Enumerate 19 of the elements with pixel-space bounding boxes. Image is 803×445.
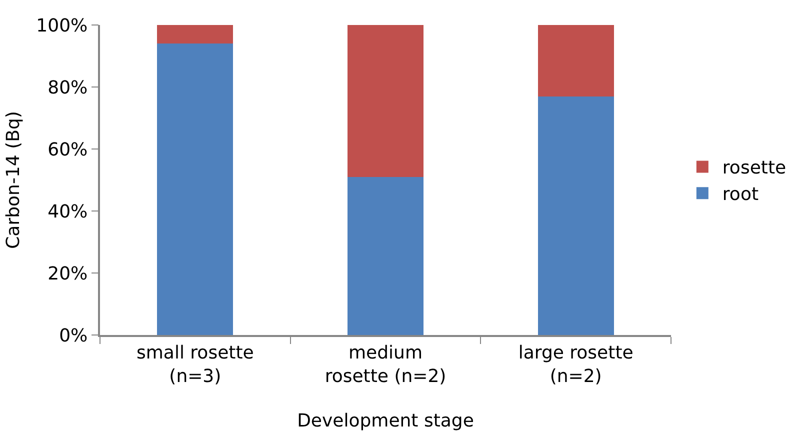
bar — [347, 25, 424, 177]
x-tick-label: medium rosette (n=2) — [324, 342, 446, 387]
bar — [538, 25, 614, 96]
y-tick-label: 100% — [36, 15, 88, 36]
y-tick-label: 20% — [48, 263, 88, 284]
bar — [157, 44, 234, 335]
x-axis-title: Development stage — [297, 410, 474, 432]
bar — [538, 96, 614, 335]
y-tick-label: 0% — [59, 325, 88, 346]
y-tick-label: 80% — [48, 77, 88, 98]
y-axis-title: Carbon-14 (Bq) — [2, 111, 24, 249]
bar — [157, 25, 234, 44]
legend-label: root — [722, 184, 759, 206]
y-tick-label: 60% — [48, 139, 88, 160]
x-tick-label: small rosette (n=3) — [136, 342, 254, 387]
bar — [347, 176, 424, 335]
x-tick-label: large rosette (n=2) — [518, 342, 634, 387]
y-tick-label: 40% — [48, 201, 88, 222]
legend-label: rosette — [722, 158, 786, 179]
